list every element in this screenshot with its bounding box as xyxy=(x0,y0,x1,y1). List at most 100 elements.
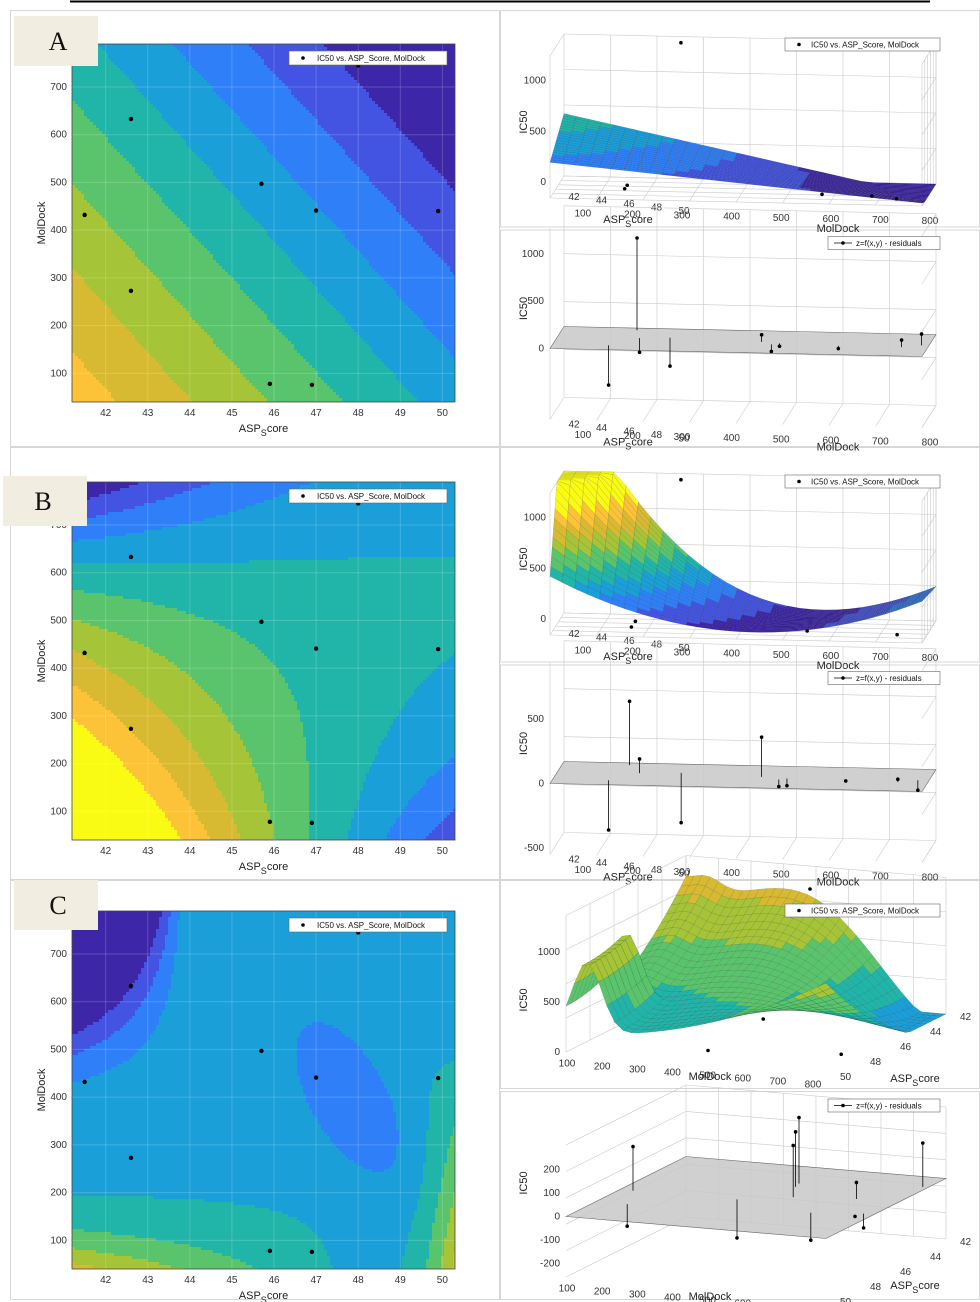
x-tick-label: 700 xyxy=(872,652,889,663)
z-tick-label: 500 xyxy=(529,126,546,137)
x-tick-label: 200 xyxy=(594,1287,611,1298)
residual-point xyxy=(627,699,632,704)
data-point xyxy=(679,477,683,482)
grid-line xyxy=(642,399,658,422)
contour-fill xyxy=(72,44,455,402)
panel-letter-text: A xyxy=(49,27,68,56)
legend-entry: IC50 vs. ASP_Score, MolDock xyxy=(317,921,426,930)
panel-cell-left xyxy=(10,10,500,447)
residual-point xyxy=(631,1144,635,1149)
y-tick-label: 46 xyxy=(900,1267,912,1278)
x-tick-label: 700 xyxy=(872,871,889,882)
data-point xyxy=(820,192,824,197)
x-tick-label: 45 xyxy=(226,846,238,857)
axes-box xyxy=(71,43,456,403)
data-point xyxy=(267,819,273,825)
grid-line xyxy=(735,401,751,424)
data-point xyxy=(313,1075,319,1080)
x-tick-label: 46 xyxy=(268,1275,280,1286)
z-tick-label: 1000 xyxy=(524,76,547,87)
y-tick-label: 46 xyxy=(623,636,635,647)
x-tick-label: 400 xyxy=(723,212,740,223)
y-tick-label: 200 xyxy=(50,1188,67,1199)
grid-line xyxy=(921,112,937,136)
y-tick-label: 50 xyxy=(678,643,690,654)
x-axis-label: MolDock xyxy=(689,1291,732,1302)
surface-patch xyxy=(909,201,923,204)
x-tick-label: 42 xyxy=(100,408,112,419)
y-tick-label: 400 xyxy=(50,1092,67,1103)
grid-line xyxy=(642,177,658,201)
surface-patch xyxy=(932,1013,947,1017)
legend-box xyxy=(288,488,448,504)
x-tick-label: 400 xyxy=(664,1293,681,1302)
y-tick-label: 42 xyxy=(568,420,580,431)
surface xyxy=(565,874,947,1034)
data-point xyxy=(259,1048,264,1054)
data-point xyxy=(259,619,264,625)
x-tick-label: 49 xyxy=(395,846,407,857)
residual-point xyxy=(836,346,841,351)
grid-line xyxy=(563,301,937,310)
residual-point xyxy=(896,777,900,782)
surface-patch xyxy=(790,620,805,623)
y-axis-label: MolDock xyxy=(36,201,48,244)
data-point xyxy=(761,1017,765,1021)
x-tick-label: 400 xyxy=(723,868,740,879)
grid-line xyxy=(921,648,937,671)
data-point xyxy=(435,1075,441,1081)
surface-plot: 0500100010020030040050060070080042444648… xyxy=(518,33,941,235)
fit-plane xyxy=(549,326,937,357)
data-point xyxy=(267,381,273,387)
x-tick-label: 100 xyxy=(574,865,591,876)
z-axis-label: IC50 xyxy=(518,1171,530,1194)
x-tick-label: 50 xyxy=(437,1275,449,1286)
legend-box xyxy=(827,671,941,685)
data-point xyxy=(313,646,319,651)
x-tick-label: 700 xyxy=(872,436,889,447)
grid-line xyxy=(685,855,947,878)
y-tick-label: 50 xyxy=(840,1072,852,1083)
x-tick-label: 50 xyxy=(437,846,449,857)
fit-plane xyxy=(564,1156,948,1239)
x-tick-label: 800 xyxy=(922,216,939,227)
x-tick-label: 42 xyxy=(100,846,112,857)
surface xyxy=(549,470,937,633)
y-tick-label: 400 xyxy=(50,663,67,674)
panel-letter-tab xyxy=(14,16,98,66)
panel-letter-text: B xyxy=(34,487,51,516)
y-axis-label: MolDock xyxy=(817,660,860,672)
y-tick-label: 48 xyxy=(651,430,663,441)
data-point xyxy=(435,208,441,214)
residual-point xyxy=(854,1180,859,1185)
grid-line xyxy=(875,619,890,643)
y-tick-label: 200 xyxy=(50,759,67,770)
surface-patch xyxy=(882,1026,897,1030)
x-tick-label: 600 xyxy=(822,651,839,662)
x-tick-label: 500 xyxy=(773,650,790,661)
z-axis-label: IC50 xyxy=(518,732,530,755)
grid-line xyxy=(875,839,890,862)
grid-line xyxy=(563,784,937,793)
z-tick-label: -500 xyxy=(524,843,544,854)
legend-box xyxy=(784,474,941,489)
surface-patch xyxy=(919,589,934,596)
surface-patch xyxy=(917,591,932,598)
z-tick-label: 0 xyxy=(554,1047,560,1058)
grid-line xyxy=(563,69,937,78)
y-tick-label: 50 xyxy=(678,434,690,445)
data-point xyxy=(895,632,899,637)
grid-line xyxy=(735,836,751,859)
legend-box xyxy=(288,917,448,933)
data-point xyxy=(870,194,874,198)
y-tick-label: 50 xyxy=(678,869,690,880)
x-tick-label: 43 xyxy=(142,1275,154,1286)
surface-patch xyxy=(822,987,837,996)
x-axis-label: ASPScore xyxy=(239,1290,288,1302)
grid-line xyxy=(549,397,565,420)
data-point xyxy=(633,619,638,624)
y-tick-label: 48 xyxy=(870,1057,882,1068)
data-point xyxy=(82,650,87,656)
data-point xyxy=(82,1079,87,1085)
